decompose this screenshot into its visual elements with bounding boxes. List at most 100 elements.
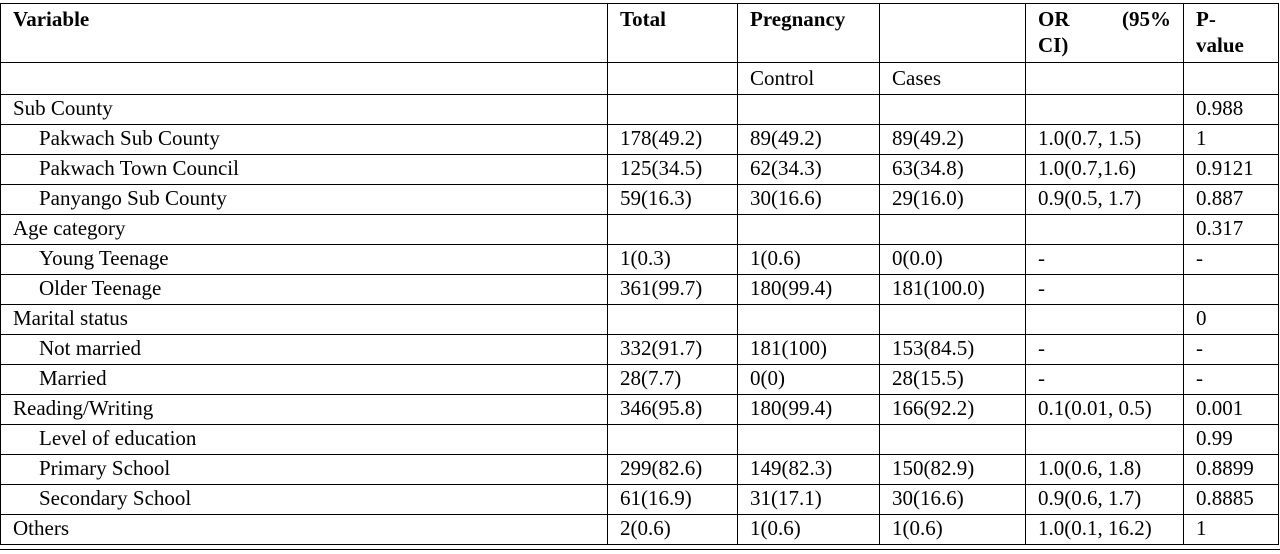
cell-control: 1(0.6) <box>737 514 880 545</box>
cell-control: 181(100) <box>737 334 880 365</box>
table-row: Secondary School 61(16.9) 31(17.1) 30(16.6)… <box>0 484 1279 515</box>
subheader-empty-or <box>1025 62 1184 95</box>
top-crop-edge <box>0 0 1280 3</box>
header-or-percent: (95% <box>1122 7 1171 31</box>
header-pregnancy: Pregnancy <box>737 3 880 63</box>
cell-variable: Age category <box>0 214 608 245</box>
cell-total <box>607 94 738 125</box>
header-empty <box>879 3 1026 63</box>
cell-or: 0.1(0.01, 0.5) <box>1025 394 1184 425</box>
cell-total <box>607 214 738 245</box>
cell-control <box>737 304 880 335</box>
cell-cases: 0(0.0) <box>879 244 1026 275</box>
header-p-label: P- <box>1196 7 1216 31</box>
cell-or: - <box>1025 244 1184 275</box>
table-row: Married 28(7.7) 0(0) 28(15.5) - - <box>0 364 1279 395</box>
subheader-empty-p <box>1183 62 1279 95</box>
cell-total: 2(0.6) <box>607 514 738 545</box>
cell-variable: Pakwach Sub County <box>0 124 608 155</box>
table-row: Age category 0.317 <box>0 214 1279 245</box>
table-row: Marital status 0 <box>0 304 1279 335</box>
cell-total <box>607 304 738 335</box>
cell-variable: Married <box>0 364 608 395</box>
table-row: Pakwach Town Council 125(34.5) 62(34.3) 63(… <box>0 154 1279 185</box>
cell-or: 0.9(0.5, 1.7) <box>1025 184 1184 215</box>
cell-p: 0.9121 <box>1183 154 1279 185</box>
table-row: Reading/Writing 346(95.8) 180(99.4) 166(92.… <box>0 394 1279 425</box>
table-row: Pakwach Sub County 178(49.2) 89(49.2) 89(49… <box>0 124 1279 155</box>
cell-total: 332(91.7) <box>607 334 738 365</box>
cell-p: - <box>1183 244 1279 275</box>
cell-cases <box>879 424 1026 455</box>
cell-total <box>607 424 738 455</box>
cell-total: 1(0.3) <box>607 244 738 275</box>
cell-control: 62(34.3) <box>737 154 880 185</box>
table-row: Panyango Sub County 59(16.3) 30(16.6) 29(16… <box>0 184 1279 215</box>
bottom-rule <box>0 549 1280 550</box>
cell-total: 361(99.7) <box>607 274 738 305</box>
cell-or <box>1025 424 1184 455</box>
cell-variable: Level of education <box>0 424 608 455</box>
cell-variable: Sub County <box>0 94 608 125</box>
cell-total: 346(95.8) <box>607 394 738 425</box>
table-body: Variable Total Pregnancy OR (95% CI) P- … <box>0 3 1279 545</box>
cell-cases: 1(0.6) <box>879 514 1026 545</box>
subheader-empty-total <box>607 62 738 95</box>
cell-p <box>1183 274 1279 305</box>
cell-p: 0 <box>1183 304 1279 335</box>
header-variable: Variable <box>0 3 608 63</box>
cell-cases: 181(100.0) <box>879 274 1026 305</box>
cell-p: 1 <box>1183 124 1279 155</box>
cell-p: 1 <box>1183 514 1279 545</box>
cell-cases <box>879 214 1026 245</box>
cell-control: 180(99.4) <box>737 274 880 305</box>
cell-or: - <box>1025 334 1184 365</box>
cell-or: 1.0(0.1, 16.2) <box>1025 514 1184 545</box>
header-p-value: P- value <box>1183 3 1279 63</box>
cell-p: 0.887 <box>1183 184 1279 215</box>
cell-control: 1(0.6) <box>737 244 880 275</box>
cell-control: 31(17.1) <box>737 484 880 515</box>
cell-variable: Older Teenage <box>0 274 608 305</box>
cell-or: 1.0(0.7,1.6) <box>1025 154 1184 185</box>
cell-cases: 166(92.2) <box>879 394 1026 425</box>
cell-p: 0.988 <box>1183 94 1279 125</box>
cell-cases <box>879 94 1026 125</box>
table-row: Older Teenage 361(99.7) 180(99.4) 181(100.0… <box>0 274 1279 305</box>
demographics-table: Variable Total Pregnancy OR (95% CI) P- … <box>0 3 1279 545</box>
cell-total: 299(82.6) <box>607 454 738 485</box>
cell-cases: 89(49.2) <box>879 124 1026 155</box>
header-or-ci: CI) <box>1038 33 1069 57</box>
cell-variable: Marital status <box>0 304 608 335</box>
cell-or: - <box>1025 364 1184 395</box>
header-value-label: value <box>1196 33 1244 57</box>
cell-variable: Primary School <box>0 454 608 485</box>
cell-p: 0.8899 <box>1183 454 1279 485</box>
cell-p: 0.001 <box>1183 394 1279 425</box>
cell-total: 125(34.5) <box>607 154 738 185</box>
header-row: Variable Total Pregnancy OR (95% CI) P- … <box>0 3 1279 63</box>
cell-variable: Secondary School <box>0 484 608 515</box>
cell-p: - <box>1183 334 1279 365</box>
cell-control: 180(99.4) <box>737 394 880 425</box>
cell-variable: Panyango Sub County <box>0 184 608 215</box>
table-row: Sub County 0.988 <box>0 94 1279 125</box>
cell-control <box>737 94 880 125</box>
cell-total: 61(16.9) <box>607 484 738 515</box>
cell-variable: Pakwach Town Council <box>0 154 608 185</box>
table-row: Young Teenage 1(0.3) 1(0.6) 0(0.0) - - <box>0 244 1279 275</box>
cell-or: - <box>1025 274 1184 305</box>
cell-control: 149(82.3) <box>737 454 880 485</box>
table-row: Others 2(0.6) 1(0.6) 1(0.6) 1.0(0.1, 16.2) 1 <box>0 514 1279 545</box>
cell-or: 0.9(0.6, 1.7) <box>1025 484 1184 515</box>
cell-variable: Not married <box>0 334 608 365</box>
cell-cases: 28(15.5) <box>879 364 1026 395</box>
cell-total: 59(16.3) <box>607 184 738 215</box>
cell-p: 0.317 <box>1183 214 1279 245</box>
cell-cases: 29(16.0) <box>879 184 1026 215</box>
cell-or: 1.0(0.7, 1.5) <box>1025 124 1184 155</box>
cell-cases: 150(82.9) <box>879 454 1026 485</box>
cell-p: - <box>1183 364 1279 395</box>
table-row: Level of education 0.99 <box>0 424 1279 455</box>
